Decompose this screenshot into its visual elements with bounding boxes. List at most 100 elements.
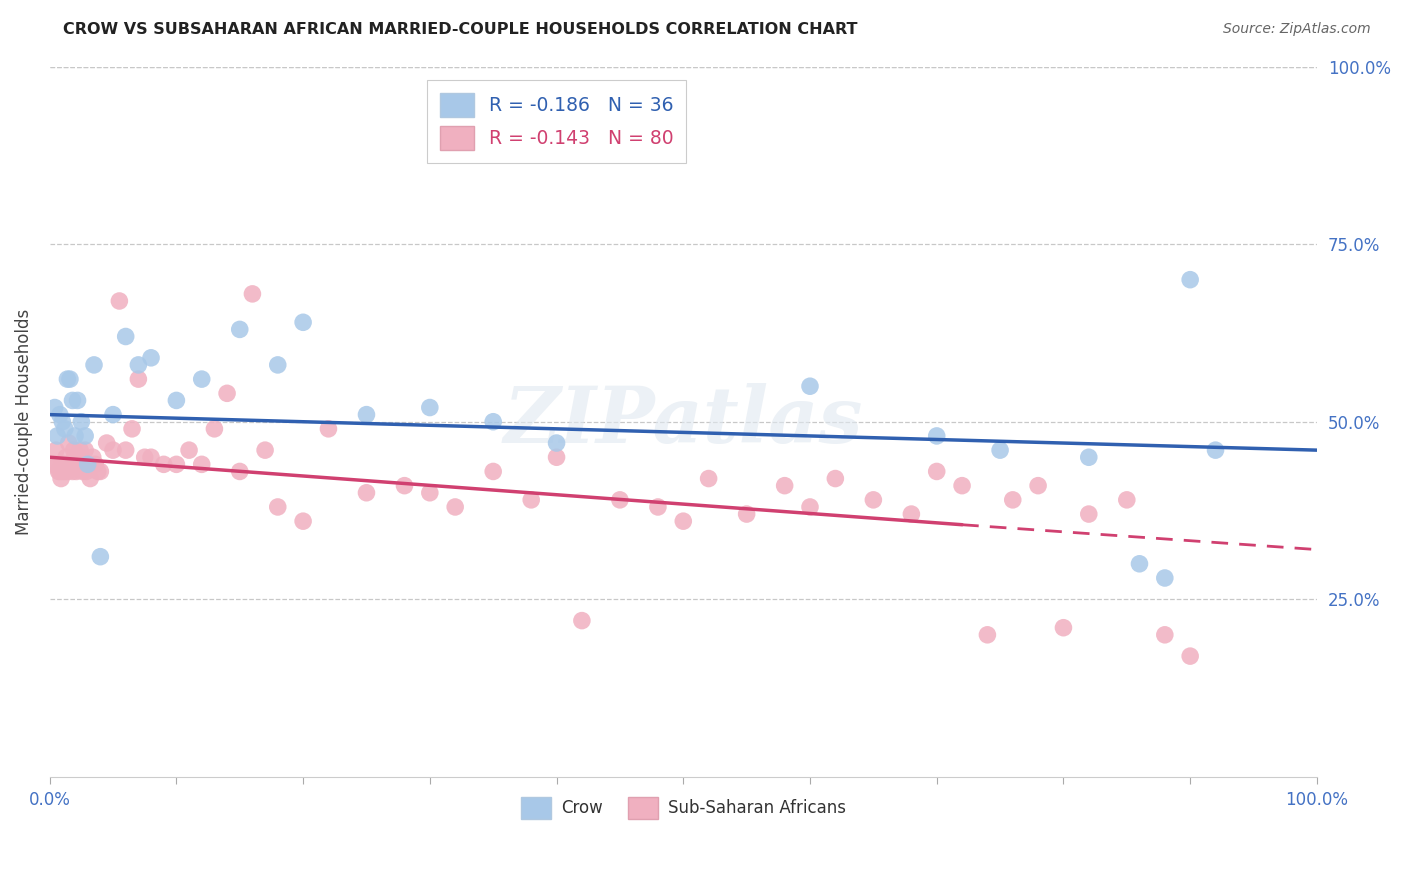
Point	[75, 429, 97, 443]
Point	[925, 429, 948, 443]
Point	[134, 450, 156, 465]
Point	[139, 450, 162, 465]
Point	[735, 507, 758, 521]
Point	[114, 329, 136, 343]
Point	[58, 436, 80, 450]
Point	[101, 443, 124, 458]
Point	[127, 372, 149, 386]
Text: CROW VS SUBSAHARAN AFRICAN MARRIED-COUPLE HOUSEHOLDS CORRELATION CHART: CROW VS SUBSAHARAN AFRICAN MARRIED-COUPL…	[63, 22, 858, 37]
Point	[217, 386, 239, 401]
Point	[824, 471, 846, 485]
Point	[292, 514, 315, 528]
Point	[799, 500, 821, 514]
Point	[70, 415, 93, 429]
Point	[62, 465, 84, 479]
Point	[165, 458, 187, 472]
Point	[108, 293, 131, 308]
Point	[1115, 492, 1137, 507]
Point	[190, 458, 212, 472]
Point	[254, 443, 277, 458]
Point	[59, 372, 82, 386]
Point	[546, 436, 568, 450]
Point	[444, 500, 467, 514]
Point	[66, 393, 89, 408]
Point	[51, 415, 73, 429]
Point	[56, 465, 79, 479]
Point	[46, 429, 69, 443]
Point	[356, 485, 378, 500]
Point	[900, 507, 922, 521]
Point	[1178, 273, 1201, 287]
Point	[114, 443, 136, 458]
Point	[63, 450, 86, 465]
Point	[45, 443, 67, 458]
Point	[177, 443, 200, 458]
Point	[53, 422, 76, 436]
Point	[49, 408, 72, 422]
Point	[571, 614, 593, 628]
Point	[419, 485, 441, 500]
Point	[1153, 628, 1175, 642]
Point	[773, 478, 796, 492]
Point	[73, 458, 96, 472]
Text: ZIPatlas: ZIPatlas	[503, 384, 863, 460]
Point	[89, 549, 111, 564]
Point	[482, 465, 505, 479]
Point	[69, 443, 91, 458]
Point	[83, 358, 105, 372]
Point	[267, 500, 290, 514]
Point	[101, 408, 124, 422]
Point	[165, 393, 187, 408]
Point	[950, 478, 973, 492]
Point	[53, 458, 76, 472]
Point	[609, 492, 631, 507]
Point	[87, 465, 110, 479]
Point	[72, 465, 94, 479]
Point	[1205, 443, 1227, 458]
Point	[267, 358, 290, 372]
Point	[1001, 492, 1024, 507]
Point	[55, 450, 77, 465]
Point	[59, 458, 82, 472]
Point	[520, 492, 543, 507]
Point	[49, 471, 72, 485]
Point	[482, 415, 505, 429]
Point	[67, 458, 90, 472]
Point	[1026, 478, 1049, 492]
Y-axis label: Married-couple Households: Married-couple Households	[15, 309, 32, 535]
Point	[229, 322, 252, 336]
Point	[127, 358, 149, 372]
Point	[65, 465, 87, 479]
Point	[1052, 621, 1074, 635]
Point	[44, 401, 66, 415]
Point	[75, 465, 97, 479]
Point	[190, 372, 212, 386]
Legend: Crow, Sub-Saharan Africans: Crow, Sub-Saharan Africans	[515, 790, 852, 825]
Point	[76, 458, 98, 472]
Point	[46, 458, 69, 472]
Point	[60, 458, 83, 472]
Point	[988, 443, 1011, 458]
Point	[1077, 507, 1099, 521]
Point	[96, 436, 118, 450]
Point	[62, 393, 84, 408]
Point	[48, 465, 70, 479]
Point	[1077, 450, 1099, 465]
Point	[1178, 649, 1201, 664]
Point	[52, 465, 75, 479]
Point	[546, 450, 568, 465]
Point	[976, 628, 998, 642]
Point	[356, 408, 378, 422]
Point	[672, 514, 695, 528]
Point	[862, 492, 884, 507]
Point	[394, 478, 416, 492]
Point	[139, 351, 162, 365]
Point	[79, 471, 101, 485]
Point	[202, 422, 225, 436]
Point	[419, 401, 441, 415]
Point	[51, 458, 73, 472]
Point	[292, 315, 315, 329]
Point	[84, 458, 107, 472]
Point	[1128, 557, 1150, 571]
Point	[75, 443, 97, 458]
